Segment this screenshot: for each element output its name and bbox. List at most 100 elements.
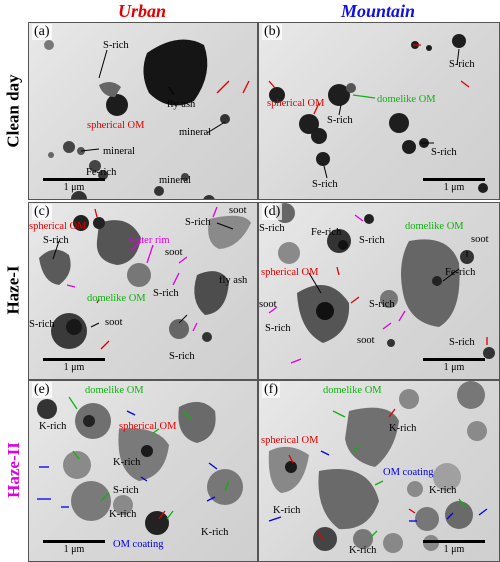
panel-d-mountain-haze1: (d) S-rich Fe-rich domelike OM S-rich so…	[258, 202, 500, 380]
scale-bar-e: 1 μm	[43, 540, 105, 555]
annotation-a-mineral-2: mineral	[179, 127, 212, 138]
annotation-e-k-rich-4: K-rich	[201, 527, 229, 538]
annotation-e-spherical-om: spherical OM	[119, 421, 177, 432]
annotation-b-s-rich-2: S-rich	[327, 115, 353, 126]
scale-bar-a: 1 μm	[43, 178, 105, 193]
annotation-d-fe-rich-1: Fe-rich	[311, 227, 342, 238]
spherical-om-particle	[106, 94, 128, 116]
panel-b-particles	[268, 34, 488, 193]
panel-e-urban-haze2: (e) domelike OM K-rich spherical OM K-ri…	[28, 380, 258, 562]
row-header-haze-1-text: Haze-I	[4, 265, 23, 315]
annotation-c-domelike-om: domelike OM	[87, 293, 146, 304]
annotation-c-soot-2: soot	[165, 247, 183, 258]
annotation-d-s-rich-5: S-rich	[449, 337, 475, 348]
annotation-d-domelike-om: domelike OM	[405, 221, 464, 232]
annotation-c-s-rich-3: S-rich	[153, 288, 179, 299]
annotation-d-s-rich-4: S-rich	[265, 323, 291, 334]
annotation-e-k-rich-3: K-rich	[109, 509, 137, 520]
panel-f-mountain-haze2: (f) domelike OM K-rich spherical OM OM c…	[258, 380, 500, 562]
row-header-clean-day-text: Clean day	[4, 74, 23, 148]
annotation-e-om-coating: OM coating	[113, 539, 164, 550]
annotation-c-water-rim: water rim	[129, 235, 170, 246]
annotation-c-s-rich-4: S-rich	[29, 319, 55, 330]
annotation-a-mineral-1: mineral	[103, 146, 136, 157]
annotation-f-domelike-om: domelike OM	[323, 385, 382, 396]
annotation-a-mineral-3: mineral	[159, 175, 192, 186]
annotation-f-spherical-om: spherical OM	[261, 435, 319, 446]
row-header-haze-1: Haze-I	[0, 202, 28, 378]
panel-f-label: (f)	[262, 382, 280, 398]
annotation-b-spherical-om: spherical OM	[267, 98, 325, 109]
panel-d-particles	[268, 203, 495, 364]
scale-bar-text: 1 μm	[443, 182, 465, 193]
column-header-mountain: Mountain	[340, 1, 416, 21]
scale-bar-line	[43, 358, 105, 361]
annotation-b-s-rich-1: S-rich	[449, 59, 475, 70]
annotation-b-s-rich-3: S-rich	[431, 147, 457, 158]
fly-ash-particle	[143, 39, 208, 106]
fe-rich-particle	[71, 191, 87, 199]
panel-e-particles	[37, 396, 243, 535]
panel-b-label: (b)	[262, 24, 283, 40]
annotation-a-spherical-om: spherical OM	[87, 120, 145, 131]
annotation-c-s-rich-1: S-rich	[43, 235, 69, 246]
annotation-f-om-coating: OM coating	[383, 467, 434, 478]
panel-d-label: (d)	[262, 204, 283, 220]
scale-bar-line	[423, 178, 485, 181]
scale-bar-f: 1 μm	[423, 540, 485, 555]
scale-bar-c: 1 μm	[43, 358, 105, 373]
annotation-d-soot-2: soot	[259, 299, 277, 310]
panel-b-mountain-clean: (b) S-rich domelike OM S-rich spherical …	[258, 22, 500, 200]
scale-bar-text: 1 μm	[63, 544, 85, 555]
scale-bar-text: 1 μm	[63, 362, 85, 373]
annotation-f-k-rich-4: K-rich	[349, 545, 377, 556]
scale-bar-text: 1 μm	[443, 544, 465, 555]
scale-bar-b: 1 μm	[423, 178, 485, 193]
annotation-e-domelike-om: domelike OM	[85, 385, 144, 396]
row-header-haze-2: Haze-II	[0, 380, 28, 560]
annotation-a-s-rich: S-rich	[103, 40, 129, 51]
scale-bar-text: 1 μm	[443, 362, 465, 373]
annotation-c-s-rich-5: S-rich	[169, 351, 195, 362]
scale-bar-line	[423, 540, 485, 543]
annotation-d-soot-1: soot	[471, 234, 489, 245]
panel-c-label: (c)	[32, 204, 52, 220]
annotation-e-k-rich-1: K-rich	[39, 421, 67, 432]
annotation-d-spherical-om: spherical OM	[261, 267, 319, 278]
annotation-e-k-rich-2: K-rich	[113, 457, 141, 468]
annotation-b-s-rich-4: S-rich	[312, 179, 338, 190]
scale-bar-d: 1 μm	[423, 358, 485, 373]
panel-c-urban-haze1: (c) soot spherical OM S-rich S-rich wate…	[28, 202, 258, 380]
annotation-d-s-rich-2: S-rich	[359, 235, 385, 246]
annotation-c-soot-1: soot	[229, 205, 247, 216]
annotation-f-k-rich-1: K-rich	[389, 423, 417, 434]
column-header-urban: Urban	[117, 1, 166, 21]
s-rich-particle	[99, 81, 121, 97]
annotation-c-soot-3: soot	[105, 317, 123, 328]
scale-bar-line	[43, 540, 105, 543]
scale-bar-line	[43, 178, 105, 181]
annotation-d-s-rich-1: S-rich	[259, 223, 285, 234]
annotation-e-s-rich: S-rich	[113, 485, 139, 496]
annotation-d-fe-rich-2: Fe-rich	[445, 267, 476, 278]
annotation-b-domelike-om: domelike OM	[377, 94, 436, 105]
scale-bar-line	[423, 358, 485, 361]
row-header-haze-2-text: Haze-II	[4, 442, 23, 498]
annotation-c-fly-ash: fly ash	[219, 275, 248, 286]
panel-a-particles	[44, 39, 250, 199]
panel-e-label: (e)	[32, 382, 52, 398]
annotation-c-s-rich-2: S-rich	[185, 217, 211, 228]
annotation-f-k-rich-2: K-rich	[429, 485, 457, 496]
annotation-a-fly-ash: fly ash	[167, 99, 196, 110]
panel-a-urban-clean: (a) S-rich spherical OM fly ash mineral …	[28, 22, 258, 200]
panel-c-particles	[39, 206, 251, 350]
scale-bar-text: 1 μm	[63, 182, 85, 193]
row-header-clean-day: Clean day	[0, 22, 28, 200]
annotation-a-fe-rich: Fe-rich	[86, 167, 117, 178]
annotation-c-spherical-om: spherical OM	[29, 221, 87, 232]
panel-f-particles	[268, 381, 488, 553]
annotation-d-soot-3: soot	[357, 335, 375, 346]
panel-a-label: (a)	[32, 24, 52, 40]
annotation-f-k-rich-3: K-rich	[273, 505, 301, 516]
annotation-d-s-rich-3: S-rich	[369, 299, 395, 310]
